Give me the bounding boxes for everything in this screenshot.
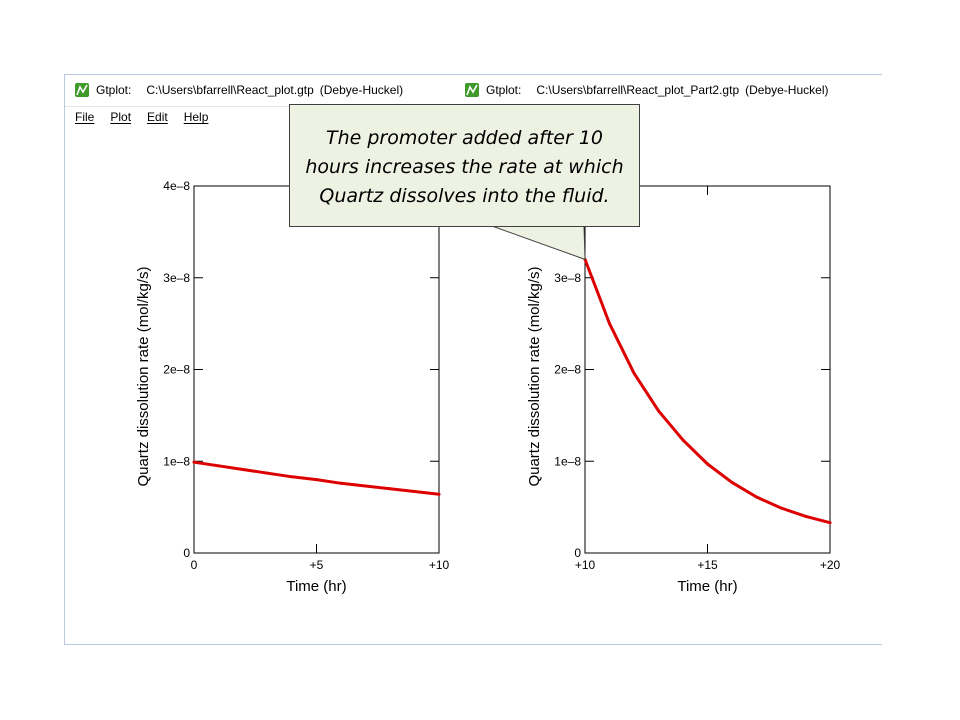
chart-1-plot-frame [193,185,440,554]
chart-2-data-point [595,290,599,294]
chart-2-data-point [657,409,660,413]
chart-1-data-point [413,490,416,494]
chart-2-plot-frame [584,185,831,554]
menu-edit[interactable]: Edit [147,110,168,124]
gtplot-window-right: Gtplot: C:\Users\bfarrell\React_plot_Par… [455,74,882,645]
file-path: C:\Users\bfarrell\React_plot_Part2.gtp [536,83,740,97]
chart-2-data-point [755,495,758,499]
menu-bar: File Plot Edit Help [65,106,455,127]
chart-1-y-axis-label: Quartz dissolution rate (mol/kg/s) [135,266,152,486]
chart-1-data-point [241,468,245,472]
chart-2-data-point [730,480,734,484]
chart-2-ytick-label: 3e–8 [554,271,581,285]
chart-1-ytick-label: 4e–8 [163,179,190,193]
chart-2-xtick-label: +10 [575,558,596,572]
chart-1-data-point [266,471,269,475]
chart-2-ytick-label: 1e–8 [554,454,581,468]
chart-2-data-point [706,462,709,466]
callout-pointer [491,225,586,261]
chart-1-data-point [364,484,367,488]
chart-2-xtick-label: +15 [697,558,718,572]
app-name: Gtplot: [486,83,522,97]
app-name: Gtplot: [96,83,132,97]
menu-help[interactable]: Help [183,110,209,124]
gtplot-app-icon [465,83,479,97]
chart-1-data-point [290,475,294,479]
chart-2-xtick-label: +20 [820,558,841,572]
chart-2-data-point [804,514,807,518]
chart-1-data-point [315,478,318,482]
file-path: C:\Users\bfarrell\React_plot.gtp [146,83,314,97]
chart-1-ytick-label: 1e–8 [163,454,190,468]
model-name: (Debye-Huckel) [745,83,829,97]
chart-1-data-point [217,464,220,468]
chart-1-xtick-label: 0 [191,558,198,572]
chart-2-y-axis-label: Quartz dissolution rate (mol/kg/s) [526,266,543,486]
menu-plot[interactable]: Plot [110,110,132,124]
gtplot-app-icon [75,83,89,97]
title-bar: Gtplot: C:\Users\bfarrell\React_plot_Par… [455,75,882,105]
chart-2-data-point [779,506,783,510]
chart-2-ytick-label: 0 [574,546,581,560]
chart-2-series-line [583,257,832,525]
chart-1-data-point [339,481,343,485]
chart-1-xtick-label: +5 [310,558,324,572]
chart-2-data-point [828,521,832,525]
chart-1-data-point [388,487,392,491]
callout-text: The promoter added after 10 hours increa… [305,127,624,207]
chart-2-data-point [608,322,611,326]
chart-1-data-point [437,492,441,496]
chart-2-ytick-label: 2e–8 [554,363,581,377]
chart-1-xtick-label: +10 [429,558,450,572]
model-name: (Debye-Huckel) [319,83,404,97]
chart-1-x-axis-label: Time (hr) [286,578,346,595]
title-bar: Gtplot: C:\Users\bfarrell\React_plot.gtp… [65,75,455,105]
chart-2-x-axis-label: Time (hr) [677,578,737,595]
chart-2-data-point [681,438,685,442]
menu-file[interactable]: File [75,110,95,124]
chart-1-ytick-label: 2e–8 [163,363,190,377]
chart-1-data-point [192,460,196,464]
chart-1-ytick-label: 3e–8 [163,271,190,285]
chart-2-data-point [632,371,636,375]
callout-annotation: The promoter added after 10 hours increa… [289,104,640,227]
chart-1-ytick-label: 0 [183,546,190,560]
